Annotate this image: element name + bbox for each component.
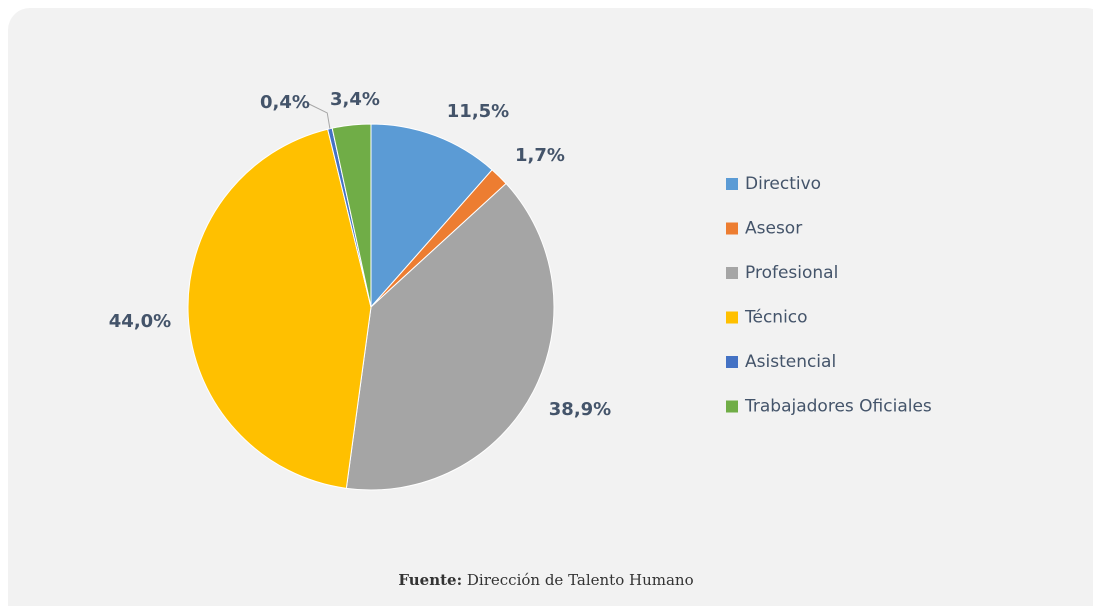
slice (331, 123, 372, 308)
leader-line (306, 102, 331, 129)
data-label: 1,7% (515, 145, 565, 166)
data-label: 3,4% (330, 89, 380, 110)
legend-swatch (726, 356, 738, 368)
data-label: 11,5% (447, 101, 509, 122)
data-label: 0,4% (260, 92, 310, 113)
slice (345, 182, 555, 491)
slice (187, 128, 372, 489)
legend-swatch (726, 400, 738, 413)
source-label: Fuente: (398, 571, 462, 589)
legend-swatch (726, 222, 738, 235)
legend-swatch (726, 178, 738, 190)
legend-label: Asistencial (745, 352, 836, 372)
legend-swatch (726, 267, 738, 279)
pie: 11,5% 1,7% 38,9% 44,0% 0,4% 3,4% (109, 89, 611, 491)
legend-label: Directivo (745, 174, 821, 194)
source-text: Dirección de Talento Humano (467, 571, 694, 589)
legend-label: Asesor (745, 219, 802, 239)
source: Fuente: Dirección de Talento Humano (398, 571, 693, 589)
data-label: 38,9% (549, 399, 611, 420)
slice (370, 123, 493, 309)
legend-label: Profesional (745, 263, 838, 283)
legend-label: Técnico (744, 308, 808, 328)
data-label: 44,0% (109, 311, 171, 332)
legend-label: Trabajadores Oficiales (744, 397, 932, 417)
legend-swatch (726, 311, 738, 324)
legend: Directivo Asesor Profesional Técnico Asisten… (726, 174, 932, 417)
